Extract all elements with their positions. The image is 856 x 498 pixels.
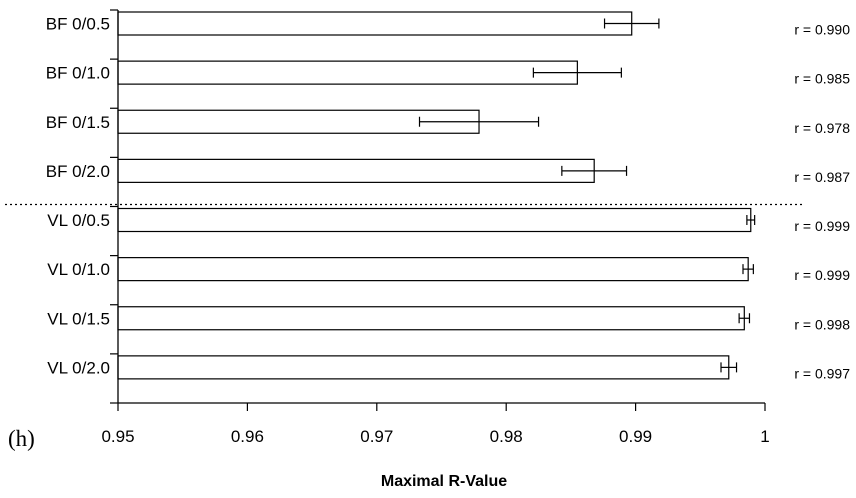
r-value-annotation: r = 0.999: [794, 267, 850, 283]
category-label: BF 0/0.5: [46, 15, 110, 34]
x-tick-label: 0.99: [619, 427, 652, 446]
category-label: VL 0/2.0: [47, 358, 110, 377]
category-label: VL 0/0.5: [47, 211, 110, 230]
panel-label: (h): [8, 426, 35, 451]
r-value-annotation: r = 0.987: [794, 169, 850, 185]
r-value-annotation: r = 0.997: [794, 365, 850, 381]
bar: [117, 355, 730, 380]
bar: [117, 207, 752, 233]
x-tick-label: 1: [760, 427, 769, 446]
x-tick-label: 0.97: [360, 427, 393, 446]
r-value-annotation: r = 0.978: [794, 120, 850, 136]
x-axis-label: Maximal R-Value: [381, 473, 507, 490]
category-label: BF 0/1.5: [46, 113, 110, 132]
category-label: VL 0/1.0: [47, 260, 110, 279]
r-value-annotation: r = 0.985: [794, 71, 850, 87]
bar: [117, 60, 578, 85]
r-value-annotation: r = 0.990: [794, 22, 850, 38]
labels-layer: 0.95 0.96 0.97 0.98 0.99 1 BF 0/0.5 r = 0.990 BF…: [46, 15, 850, 447]
x-tick-label: 0.96: [231, 427, 264, 446]
r-value-annotation: r = 0.998: [794, 316, 850, 332]
axes-layer: [5, 9, 805, 411]
bar: [117, 11, 633, 36]
bar: [117, 158, 595, 183]
category-label: BF 0/2.0: [46, 162, 110, 181]
category-label: BF 0/1.0: [46, 64, 110, 83]
x-tick-label: 0.98: [490, 427, 523, 446]
bar: [117, 257, 749, 282]
r-value-annotation: r = 0.999: [794, 218, 850, 234]
bar: [117, 306, 745, 331]
bars-layer: [117, 11, 756, 380]
category-label: VL 0/1.5: [47, 309, 110, 328]
x-tick-label: 0.95: [101, 427, 134, 446]
